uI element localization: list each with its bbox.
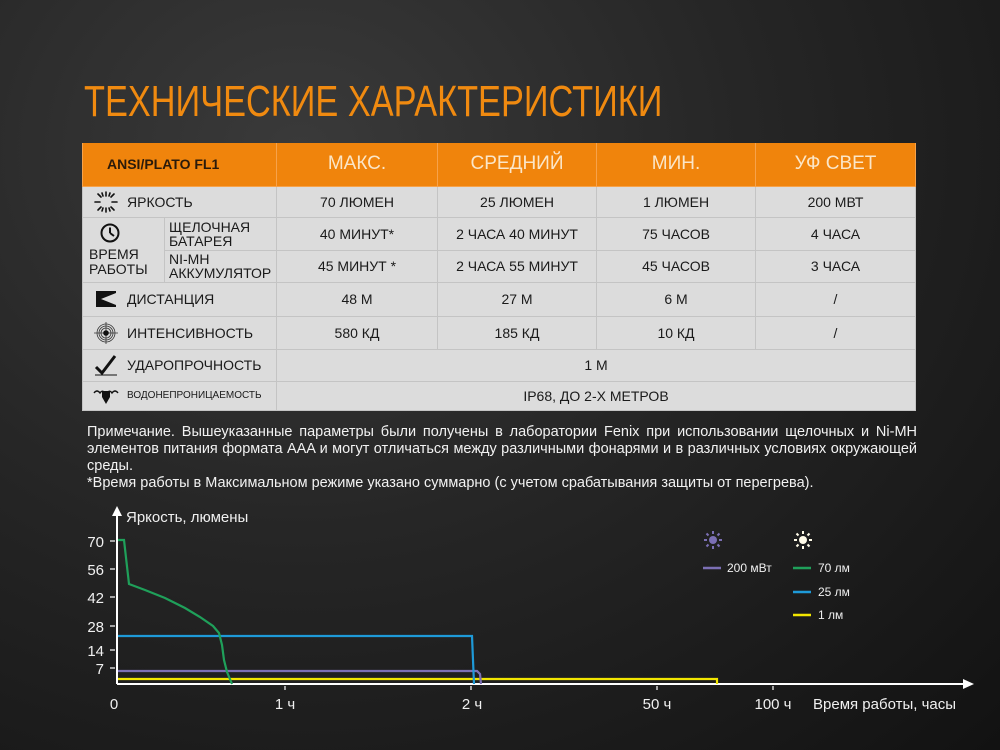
alkaline-label-line1: ЩЕЛОЧНАЯ (169, 218, 251, 235)
nimh-label-cell: NI-MH АККУМУЛЯТОР (164, 249, 277, 283)
distance-uv: / (755, 281, 916, 317)
y-axis-arrow-icon (112, 506, 122, 516)
note-footnote: *Время работы в Максимальном режиме указ… (87, 475, 814, 491)
legend-label-25lm: 25 лм (818, 585, 850, 599)
brightness-label: ЯРКОСТЬ (127, 193, 193, 210)
sun-icon (94, 190, 118, 213)
y-tick-42: 42 (87, 590, 104, 607)
table-row-distance: ДИСТАНЦИЯ 48 М 27 М 6 М / (82, 281, 916, 317)
impact-label: УДАРОПРОЧНОСТЬ (127, 357, 262, 373)
legend-label-1lm: 1 лм (818, 608, 843, 622)
spec-table: ANSI/PLATO FL1 МАКС. СРЕДНИЙ МИН. УФ СВЕ… (82, 143, 916, 411)
x-tick-0: 0 (110, 696, 118, 713)
target-icon (94, 321, 118, 344)
table-row-intensity: ИНТЕНСИВНОСТЬ 580 КД 185 КД 10 КД / (82, 315, 916, 350)
y-axis-title: Яркость, люмены (126, 509, 248, 526)
legend-label-200mw: 200 мВт (727, 561, 772, 575)
y-tick-28: 28 (87, 619, 104, 636)
series-70lm (118, 538, 234, 685)
impact-check-icon (94, 355, 117, 376)
legend-label-70lm: 70 лм (818, 561, 850, 575)
header-medium: СРЕДНИЙ (437, 143, 597, 187)
series-25lm (118, 634, 476, 685)
alkaline-uv: 4 ЧАСА (755, 216, 916, 251)
distance-label-cell: ДИСТАНЦИЯ (82, 281, 277, 317)
nimh-label-line1: NI-MH (169, 251, 210, 267)
x-axis-arrow-icon (963, 679, 974, 689)
alkaline-min: 75 ЧАСОВ (596, 216, 756, 251)
waterproof-value: IP68, ДО 2-Х МЕТРОВ (276, 380, 916, 411)
distance-label: ДИСТАНЦИЯ (127, 291, 215, 307)
table-row-brightness: ЯРКОСТЬ 70 ЛЮМЕН 25 ЛЮМЕН 1 ЛЮМЕН 200 МВ… (82, 185, 916, 218)
x-tick-100h: 100 ч (754, 696, 791, 713)
y-tick-7: 7 (96, 661, 104, 678)
alkaline-label-line2: БАТАРЕЯ (169, 232, 233, 249)
distance-min: 6 М (596, 281, 756, 317)
water-drop-icon (93, 389, 119, 404)
runtime-label-line2: РАБОТЫ (89, 261, 148, 277)
brightness-label-cell: ЯРКОСТЬ (82, 185, 277, 218)
table-row-waterproof: ВОДОНЕПРОНИЦАЕМОСТЬ IP68, ДО 2-Х МЕТРОВ (82, 380, 916, 411)
white-light-icon (794, 531, 812, 549)
brightness-medium: 25 ЛЮМЕН (437, 185, 597, 218)
header-max: МАКС. (276, 143, 438, 187)
uv-light-icon (704, 531, 722, 549)
header-uv: УФ СВЕТ (755, 143, 916, 187)
table-header-row: ANSI/PLATO FL1 МАКС. СРЕДНИЙ МИН. УФ СВЕ… (82, 143, 916, 187)
intensity-uv: / (755, 315, 916, 350)
series-200mw (118, 669, 483, 685)
y-tick-56: 56 (87, 562, 104, 579)
nimh-label-line2: АККУМУЛЯТОР (169, 265, 272, 281)
alkaline-medium: 2 ЧАСА 40 МИНУТ (437, 216, 597, 251)
note-block: Примечание. Вышеуказанные параметры были… (87, 424, 917, 492)
nimh-uv: 3 ЧАСА (755, 249, 916, 283)
beam-distance-icon (96, 291, 116, 307)
distance-medium: 27 М (437, 281, 597, 317)
waterproof-label: ВОДОНЕПРОНИЦАЕМОСТЬ (127, 390, 262, 401)
brightness-min: 1 ЛЮМЕН (596, 185, 756, 218)
x-tick-2h: 2 ч (462, 696, 482, 713)
x-tick-1h: 1 ч (275, 696, 295, 713)
intensity-label: ИНТЕНСИВНОСТЬ (127, 324, 254, 341)
note-paragraph: Примечание. Вышеуказанные параметры были… (87, 424, 917, 474)
series-1lm (118, 677, 719, 684)
page-title: ТЕХНИЧЕСКИЕ ХАРАКТЕРИСТИКИ (84, 77, 663, 126)
x-tick-50h: 50 ч (643, 696, 672, 713)
intensity-max: 580 КД (276, 315, 438, 350)
header-min: МИН. (596, 143, 756, 187)
x-axis-title: Время работы, часы (813, 696, 956, 713)
intensity-medium: 185 КД (437, 315, 597, 350)
header-ansi: ANSI/PLATO FL1 (82, 143, 277, 187)
brightness-uv: 200 МВТ (755, 185, 916, 218)
runtime-label-line1: ВРЕМЯ (89, 246, 139, 262)
y-tick-70: 70 (87, 534, 104, 551)
y-tick-14: 14 (87, 643, 104, 660)
clock-icon (100, 223, 120, 243)
